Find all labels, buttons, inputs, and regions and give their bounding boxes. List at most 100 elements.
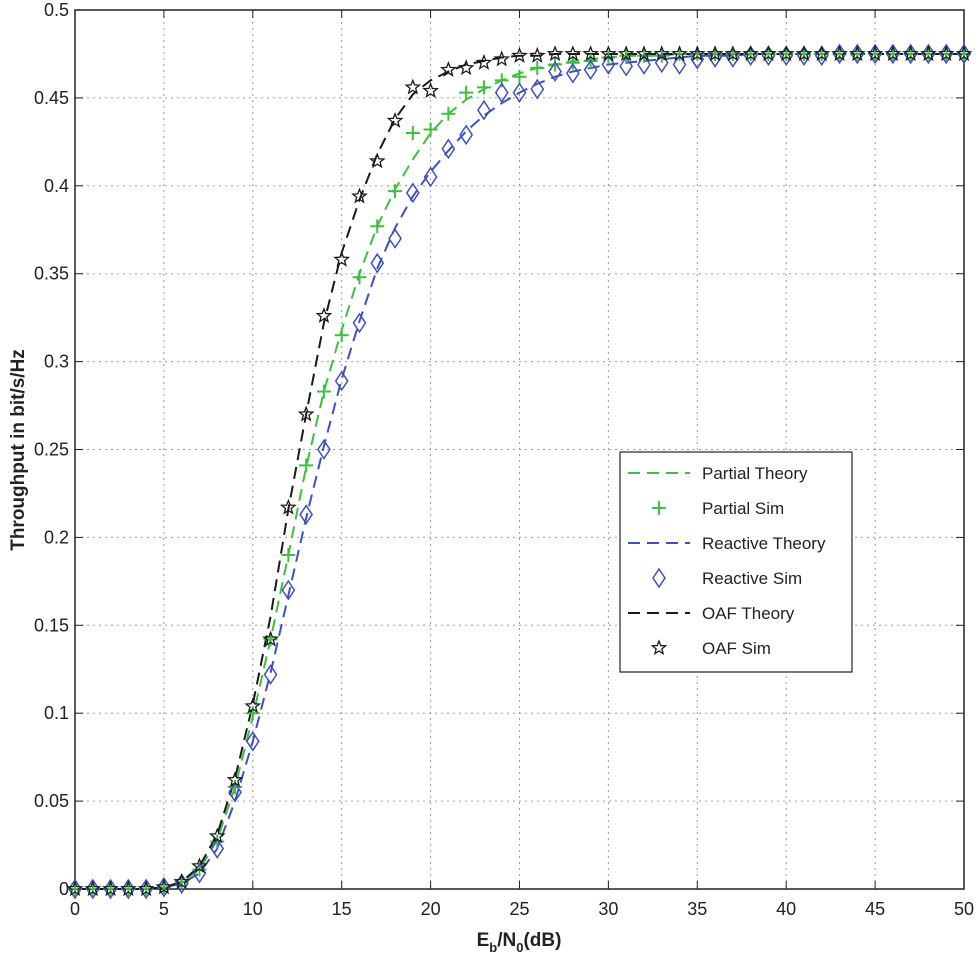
partial-sim-point xyxy=(530,61,545,76)
reactive-sim-point xyxy=(245,730,260,752)
y-tick-label: 0.35 xyxy=(34,264,69,284)
oaf-sim-point xyxy=(920,45,937,62)
reactive-sim-point xyxy=(388,228,402,249)
x-tick-label: 30 xyxy=(598,899,618,919)
oaf-sim-point xyxy=(262,630,279,647)
reactive-sim-point xyxy=(423,166,438,188)
oaf-sim-point xyxy=(528,46,546,63)
legend-label-oaf-theory: OAF Theory xyxy=(702,604,795,623)
oaf-sim-points xyxy=(66,45,973,897)
oaf-sim-point xyxy=(226,771,244,788)
oaf-sim-point xyxy=(368,152,386,169)
oaf-sim-point xyxy=(191,857,208,874)
oaf-sim-point xyxy=(84,880,102,897)
reactive-sim-point xyxy=(405,182,420,204)
partial-sim-point xyxy=(388,184,403,199)
reactive-sim-point xyxy=(494,82,509,103)
y-tick-label: 0.25 xyxy=(34,440,69,460)
reactive-sim-point xyxy=(210,838,225,859)
y-tick-label: 0.15 xyxy=(34,615,69,635)
y-tick-label: 0.45 xyxy=(34,88,69,108)
oaf-sim-point xyxy=(493,50,511,67)
legend-box xyxy=(619,451,853,673)
oaf-sim-point xyxy=(137,880,155,897)
oaf-sim-point xyxy=(653,45,671,62)
oaf-sim-point xyxy=(440,60,457,77)
reactive-sim-point xyxy=(672,54,687,75)
legend-swatch-partial-sim xyxy=(652,501,666,515)
x-tick-label: 35 xyxy=(687,899,707,919)
y-tick-label: 0.1 xyxy=(44,703,69,723)
oaf-sim-point xyxy=(617,45,635,62)
x-axis-title: Eb/N0(dB) xyxy=(477,930,562,955)
reactive-sim-point xyxy=(530,78,545,100)
oaf-sim-point xyxy=(724,45,742,62)
series-markers xyxy=(66,43,973,900)
oaf-sim-point xyxy=(386,111,404,128)
reactive-sim-point xyxy=(334,370,349,392)
oaf-sim-point xyxy=(422,82,439,98)
reactive-sim-point xyxy=(797,45,811,67)
reactive-sim-point xyxy=(263,664,278,685)
legend: Partial Theory Partial Sim Reactive Theory… xyxy=(619,451,853,673)
oaf-sim-point xyxy=(208,827,226,844)
partial-sim-point xyxy=(654,48,669,63)
x-tick-label: 5 xyxy=(159,899,169,919)
oaf-sim-point xyxy=(635,45,653,62)
reactive-sim-point xyxy=(441,138,456,160)
partial-sim-point xyxy=(370,219,385,234)
x-tick-label: 45 xyxy=(865,899,885,919)
oaf-sim-point xyxy=(404,78,422,95)
oaf-sim-point xyxy=(955,45,973,62)
partial-sim-point xyxy=(565,55,580,70)
partial-sim-point xyxy=(281,547,296,562)
partial-sim-point xyxy=(299,458,314,473)
x-tick-label: 0 xyxy=(70,899,80,919)
reactive-sim-point xyxy=(690,48,705,70)
oaf-sim-point xyxy=(742,45,760,62)
axis-ticks: 0 5 10 15 20 25 30 35 40 45 50 0 0.05 0.1 0.15 0.2 0.25 0… xyxy=(34,0,974,919)
reactive-sim-point xyxy=(761,45,776,67)
reactive-sim-point xyxy=(299,504,314,525)
oaf-sim-point xyxy=(688,45,706,62)
y-tick-label: 0.5 xyxy=(44,0,69,20)
y-tick-label: 0.3 xyxy=(44,352,69,372)
partial-sim-point xyxy=(476,80,491,95)
reactive-sim-point xyxy=(921,43,936,65)
reactive-sim-point xyxy=(352,312,367,334)
reactive-sim-point xyxy=(565,62,580,84)
partial-sim-point xyxy=(459,85,474,100)
reactive-sim-point xyxy=(459,124,474,146)
x-tick-label: 50 xyxy=(954,899,974,919)
reactive-sim-point xyxy=(601,54,616,75)
reactive-sim-point xyxy=(957,43,971,65)
oaf-sim-point xyxy=(66,880,84,897)
reactive-sim-point xyxy=(228,781,242,803)
oaf-sim-point xyxy=(582,45,599,62)
oaf-sim-point xyxy=(315,307,333,324)
reactive-sim-point xyxy=(512,82,527,103)
y-tick-label: 0.05 xyxy=(34,791,69,811)
legend-label-oaf-sim: OAF Sim xyxy=(702,639,771,658)
reactive-sim-point xyxy=(583,59,598,81)
x-tick-label: 10 xyxy=(243,899,263,919)
reactive-sim-point xyxy=(779,45,794,67)
reactive-sim-points xyxy=(68,43,971,900)
y-axis-title: Throughput in bit/s/Hz xyxy=(8,349,29,551)
oaf-sim-point xyxy=(777,45,795,62)
reactive-sim-point xyxy=(156,876,171,898)
y-tick-label: 0 xyxy=(59,879,69,899)
oaf-sim-point xyxy=(813,45,831,62)
y-tick-label: 0.4 xyxy=(44,176,69,196)
reactive-sim-point xyxy=(174,873,189,895)
oaf-sim-point xyxy=(457,59,475,76)
reactive-sim-point xyxy=(370,252,385,274)
oaf-sim-point xyxy=(564,45,582,62)
reactive-sim-point xyxy=(317,439,331,460)
oaf-sim-point xyxy=(831,45,848,62)
partial-sim-point xyxy=(441,106,456,121)
reactive-sim-point xyxy=(477,99,491,121)
reactive-sim-point xyxy=(939,43,954,65)
reactive-sim-point xyxy=(903,43,918,65)
